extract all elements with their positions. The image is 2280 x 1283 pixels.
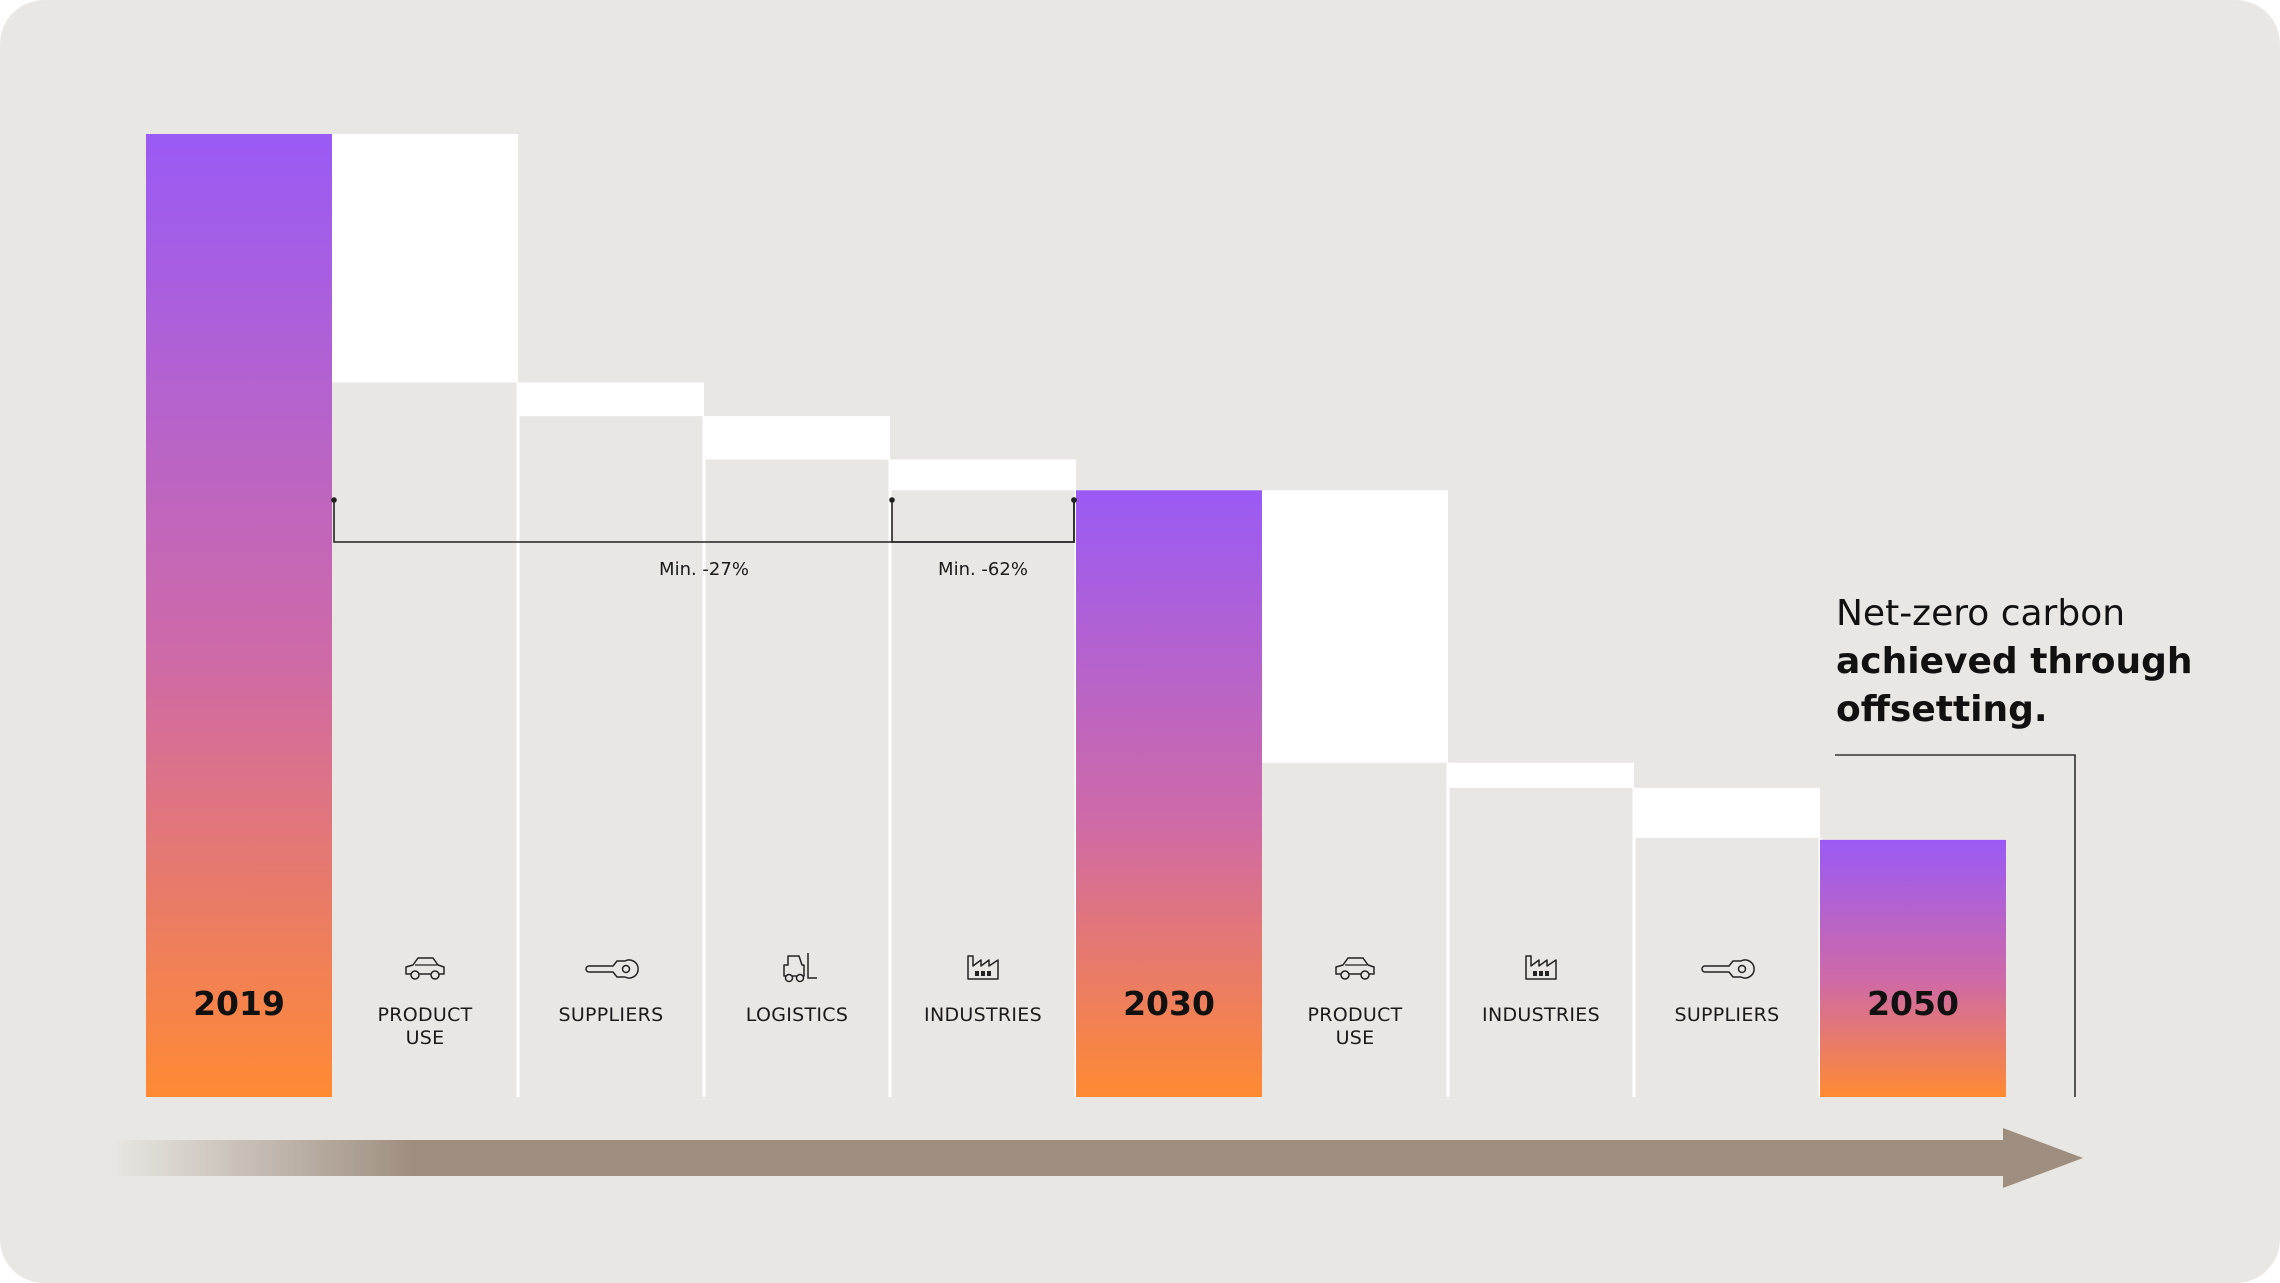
car-icon — [405, 957, 445, 980]
reduction-block-industries — [1448, 762, 1634, 788]
step-label-industries: INDUSTRIES — [924, 1004, 1042, 1026]
step-label-suppliers: SUPPLIERS — [1674, 1004, 1779, 1026]
step-label-product-use: PRODUCT USE — [377, 1004, 472, 1049]
net-zero-callout-line — [1835, 754, 2076, 1097]
timeline-arrow-head — [2003, 1128, 2083, 1188]
headline-line2: achieved through offsetting. — [1836, 641, 2193, 730]
total-bar-label-2030: 2030 — [1123, 984, 1215, 1023]
step-label-logistics: LOGISTICS — [746, 1004, 849, 1026]
reduction-block-product-use — [1262, 490, 1448, 763]
headline-line1: Net-zero carbon — [1836, 593, 2126, 634]
reduction-block-industries — [890, 459, 1076, 491]
forklift-icon — [783, 953, 817, 983]
reduction-block-product-use — [332, 134, 518, 383]
total-bar-2019 — [146, 134, 332, 1097]
timeline-arrow-shaft — [110, 1140, 2005, 1176]
bracket-label: Min. -27% — [659, 559, 749, 580]
step-label-industries: INDUSTRIES — [1482, 1004, 1600, 1026]
step-label-suppliers: SUPPLIERS — [558, 1004, 663, 1026]
factory-icon — [1525, 955, 1557, 980]
wrench-icon — [585, 959, 639, 979]
reduction-block-suppliers — [1634, 787, 1820, 838]
total-bar-label-2019: 2019 — [193, 984, 285, 1023]
total-bar-2050 — [1820, 839, 2006, 1097]
net-zero-headline: Net-zero carbon achieved through offsett… — [1836, 590, 2256, 734]
total-bar-2030 — [1076, 490, 1262, 1097]
car-icon — [1335, 957, 1375, 980]
step-label-product-use: PRODUCT USE — [1307, 1004, 1402, 1049]
bracket-label: Min. -62% — [938, 559, 1028, 580]
reduction-block-logistics — [704, 416, 890, 460]
wrench-icon — [1701, 959, 1755, 979]
factory-icon — [967, 955, 999, 980]
bracket-min-62: Min. -62% — [889, 497, 1077, 580]
reduction-block-suppliers — [518, 382, 704, 417]
total-bar-label-2050: 2050 — [1867, 984, 1959, 1023]
